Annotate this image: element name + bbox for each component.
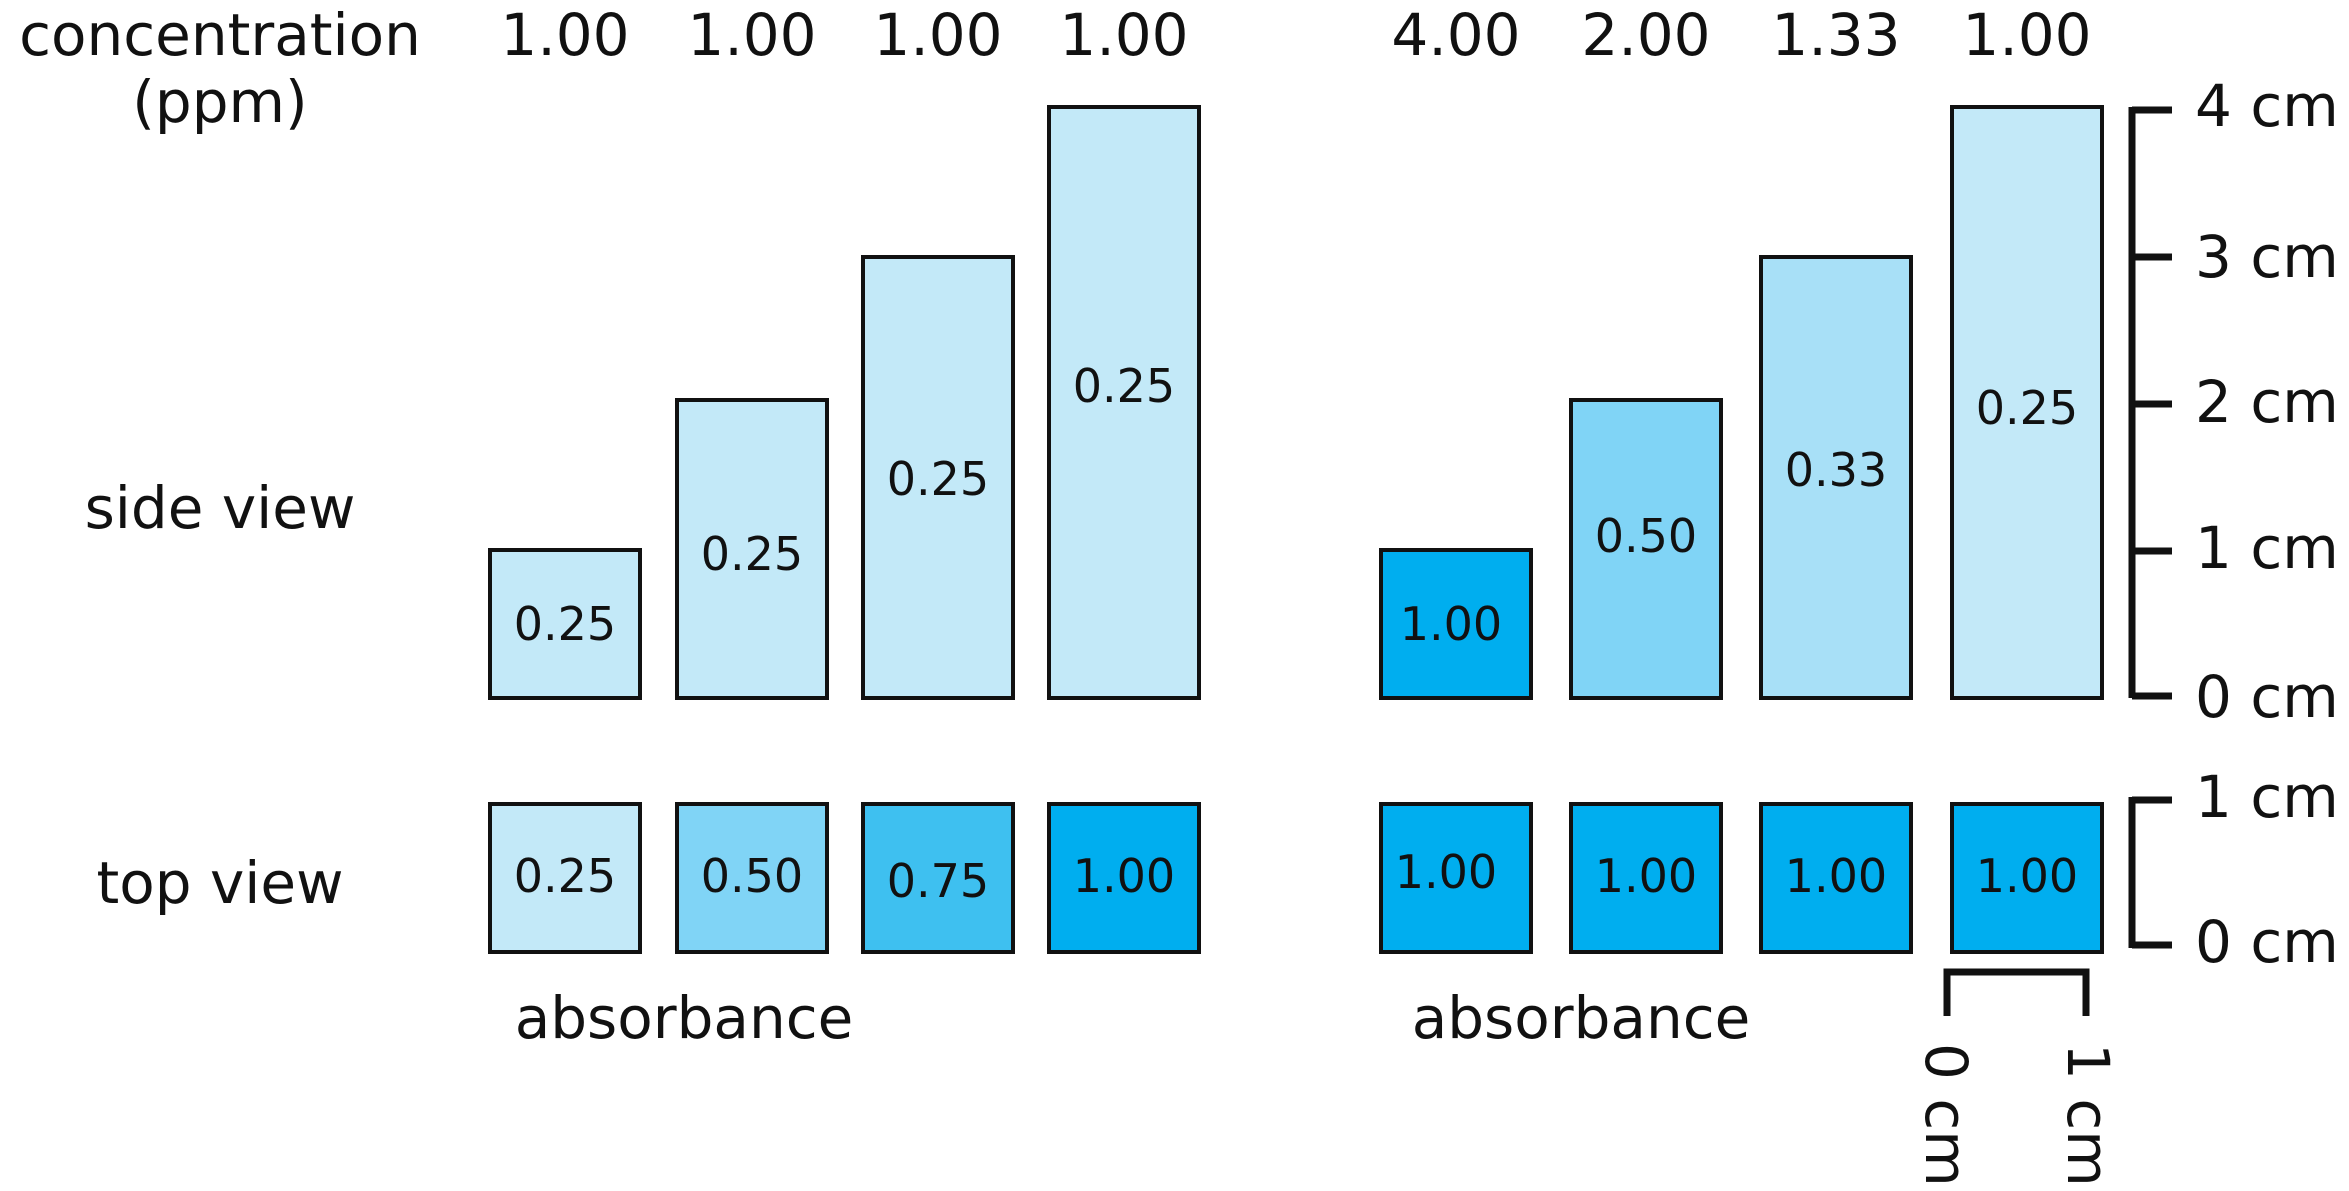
left-top-view: 0.25 0.50 0.75 1.00 <box>488 802 1201 954</box>
top-depth-scale: 1 cm 0 cm <box>2128 763 2339 976</box>
right-top-absorbance-4: 1.00 <box>1976 849 2078 903</box>
side-view-label: side view <box>85 474 356 542</box>
right-top-view: 1.00 1.00 1.00 1.00 <box>1379 802 2104 954</box>
right-side-absorbance-4: 0.25 <box>1976 381 2078 435</box>
top-scale-label-1: 1 cm <box>2195 763 2339 831</box>
right-top-cuvette-2 <box>1569 802 1723 954</box>
concentration-unit-label: (ppm) <box>132 68 307 136</box>
right-top-absorbance-1: 1.00 <box>1395 845 1497 899</box>
right-side-cuvette-2 <box>1569 398 1723 700</box>
concentration-label: concentration <box>19 1 421 69</box>
right-top-cuvette-1 <box>1379 802 1533 954</box>
width-scale-bracket <box>1943 968 2090 1016</box>
side-scale-label-0: 0 cm <box>2195 663 2339 731</box>
concentration-value: 4.00 <box>1391 1 1520 69</box>
right-side-view: 1.00 0.50 0.33 0.25 <box>1379 105 2104 700</box>
left-top-absorbance-1: 0.25 <box>514 849 616 903</box>
concentration-value: 1.00 <box>1962 1 2091 69</box>
side-scale-label-2: 2 cm <box>2195 368 2339 436</box>
concentration-value: 1.00 <box>873 1 1002 69</box>
width-scale: 0 cm 1 cm <box>1912 968 2122 1187</box>
right-top-absorbance-2: 1.00 <box>1595 849 1697 903</box>
left-top-absorbance-3: 0.75 <box>887 854 989 908</box>
right-top-absorbance-3: 1.00 <box>1785 849 1887 903</box>
width-scale-label-1: 1 cm <box>2054 1043 2122 1187</box>
left-top-cuvette-2 <box>675 802 829 954</box>
concentration-value: 1.00 <box>687 1 816 69</box>
right-side-absorbance-1: 1.00 <box>1400 597 1502 651</box>
left-side-cuvette-1 <box>488 548 642 700</box>
right-side-absorbance-2: 0.50 <box>1595 509 1697 563</box>
top-view-label: top view <box>96 849 343 917</box>
left-side-absorbance-1: 0.25 <box>514 597 616 651</box>
concentration-value: 1.00 <box>1059 1 1188 69</box>
concentration-value: 1.33 <box>1771 1 1900 69</box>
left-side-cuvette-2 <box>675 398 829 700</box>
side-height-scale: 4 cm 3 cm 2 cm 1 cm 0 cm <box>2128 72 2339 731</box>
right-top-cuvette-4 <box>1950 802 2104 954</box>
side-scale-label-3: 3 cm <box>2195 223 2339 291</box>
right-top-cuvette-3 <box>1759 802 1913 954</box>
right-side-cuvette-3 <box>1759 255 1913 700</box>
left-side-absorbance-4: 0.25 <box>1073 359 1175 413</box>
left-top-cuvette-3 <box>861 802 1015 954</box>
left-top-cuvette-1 <box>488 802 642 954</box>
left-top-absorbance-4: 1.00 <box>1073 849 1175 903</box>
side-scale-label-1: 1 cm <box>2195 514 2339 582</box>
left-concentrations: 1.00 1.00 1.00 1.00 <box>500 1 1188 69</box>
right-side-cuvette-4 <box>1950 105 2104 700</box>
left-side-absorbance-2: 0.25 <box>701 527 803 581</box>
side-scale-label-4: 4 cm <box>2195 72 2339 140</box>
left-side-view: 0.25 0.25 0.25 0.25 <box>488 105 1201 700</box>
right-concentrations: 4.00 2.00 1.33 1.00 <box>1391 1 2091 69</box>
left-top-absorbance-2: 0.50 <box>701 849 803 903</box>
absorbance-label-left: absorbance <box>515 984 854 1052</box>
left-side-cuvette-3 <box>861 255 1015 700</box>
left-side-absorbance-3: 0.25 <box>887 452 989 506</box>
left-side-cuvette-4 <box>1047 105 1201 700</box>
right-side-cuvette-1 <box>1379 548 1533 700</box>
concentration-value: 2.00 <box>1581 1 1710 69</box>
left-top-cuvette-4 <box>1047 802 1201 954</box>
absorbance-label-right: absorbance <box>1412 984 1751 1052</box>
top-scale-label-0: 0 cm <box>2195 908 2339 976</box>
right-side-absorbance-3: 0.33 <box>1785 443 1887 497</box>
width-scale-label-0: 0 cm <box>1912 1043 1980 1187</box>
concentration-value: 1.00 <box>500 1 629 69</box>
